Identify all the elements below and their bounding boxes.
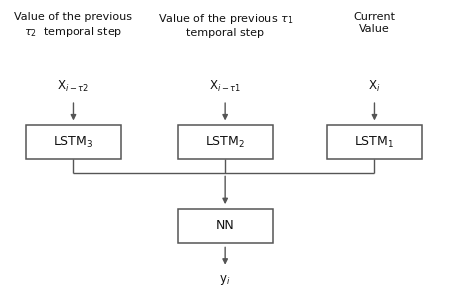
Text: Value of the previous $\tau_1$
temporal step: Value of the previous $\tau_1$ temporal …	[157, 12, 293, 38]
Text: Current
Value: Current Value	[354, 12, 395, 34]
Text: X$_{i-\tau2}$: X$_{i-\tau2}$	[57, 79, 90, 94]
FancyBboxPatch shape	[26, 125, 121, 159]
Text: Value of the previous
$\tau_2$  temporal step: Value of the previous $\tau_2$ temporal …	[15, 12, 132, 39]
Text: LSTM$_3$: LSTM$_3$	[53, 135, 94, 150]
Text: LSTM$_2$: LSTM$_2$	[205, 135, 245, 150]
FancyBboxPatch shape	[327, 125, 422, 159]
Text: NN: NN	[216, 219, 235, 232]
FancyBboxPatch shape	[178, 209, 273, 243]
FancyBboxPatch shape	[178, 125, 273, 159]
Text: LSTM$_1$: LSTM$_1$	[355, 135, 394, 150]
Text: X$_{i-\tau1}$: X$_{i-\tau1}$	[209, 79, 241, 94]
Text: y$_i$: y$_i$	[219, 273, 231, 286]
Text: X$_i$: X$_i$	[368, 79, 381, 94]
